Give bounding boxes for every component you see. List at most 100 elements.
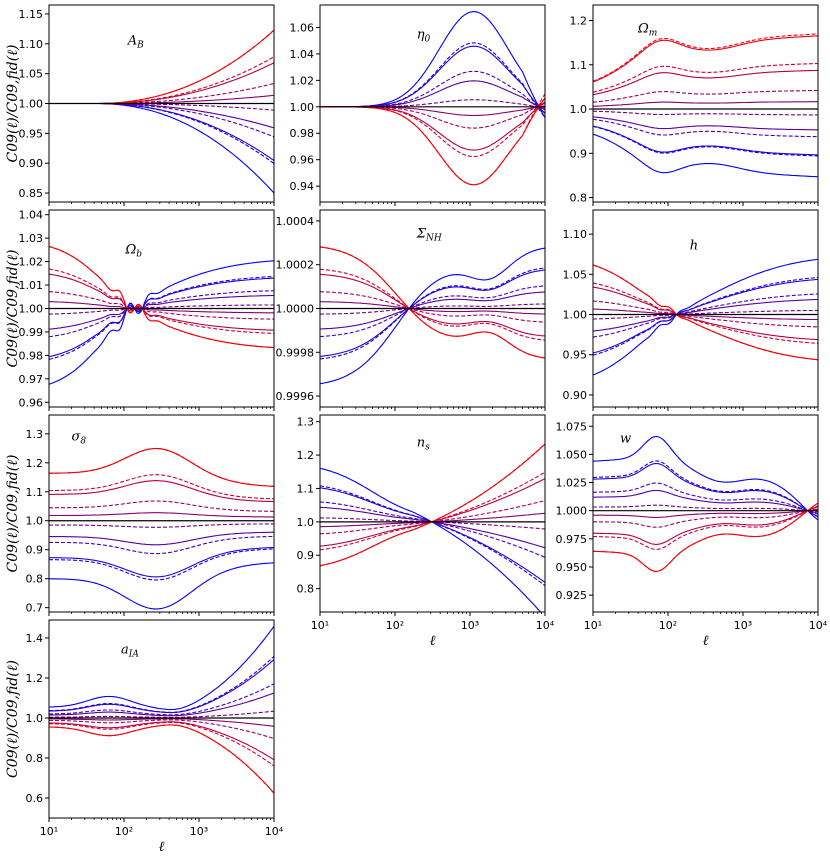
y-tick-label: 0.90 (563, 389, 588, 402)
y-tick-label: 1.1 (26, 486, 44, 499)
series-line (49, 548, 274, 581)
series-line (49, 29, 274, 105)
series-line (593, 101, 818, 107)
panel-lines (49, 245, 274, 385)
y-tick-label: 1.050 (556, 448, 588, 461)
y-tick-label: 1.0 (26, 712, 44, 725)
x-tick-label: 10¹ (584, 619, 602, 632)
panel-2: 0.94 0.96 0.98 1.00 1.02 1.04 1.06 η0 (290, 4, 546, 206)
y-tick-label: 1.2 (26, 457, 44, 470)
y-tick-label: 1.05 (563, 268, 588, 281)
series-line (593, 504, 818, 512)
panel-5: 0.9996 0.9998 1.0000 1.0002 1.0004 ΣNH (276, 209, 546, 411)
series-line (320, 285, 545, 338)
series-line (593, 125, 818, 156)
y-tick-label: 0.98 (290, 127, 315, 140)
panel-lines (49, 29, 274, 194)
y-tick-label: 0.8 (26, 752, 44, 765)
y-tick-label: 1.3 (297, 416, 315, 429)
x-tick-label: 10² (115, 825, 133, 838)
panel-lines (593, 435, 818, 573)
series-line (320, 246, 545, 359)
series-line (320, 291, 545, 323)
y-tick-label: 1.10 (563, 228, 588, 241)
y-tick-label: 1.10 (19, 38, 44, 51)
series-line (320, 101, 545, 151)
series-line (320, 80, 545, 111)
y-tick-label: 0.950 (556, 561, 588, 574)
y-tick-label: 1.06 (290, 21, 315, 34)
series-line (593, 300, 818, 328)
panel-frame (319, 4, 546, 203)
series-line (593, 278, 818, 354)
panel-lines (320, 246, 545, 385)
panel-frame (48, 619, 275, 819)
panel-frame (592, 4, 819, 203)
y-tick-label: 0.9 (26, 544, 44, 557)
y-tick-label: 1.04 (290, 48, 315, 61)
series-line (320, 45, 545, 114)
series-line (49, 710, 274, 718)
y-tick-label: 0.9 (570, 147, 588, 160)
y-tick-label: 1.0004 (276, 215, 315, 228)
panel-9: 0.925 0.950 0.975 1.000 1.025 1.050 1.075 10¹ 10… (556, 414, 828, 649)
series-line (593, 35, 818, 83)
series-line (49, 291, 274, 320)
series-line (593, 89, 818, 103)
y-tick-label: 0.96 (290, 154, 315, 167)
panel-frame (48, 414, 275, 613)
panel-lines (320, 11, 545, 186)
y-tick-label: 1.00 (19, 98, 44, 111)
y-tick-label: 0.85 (19, 187, 44, 200)
y-tick-label: 1.2 (26, 672, 44, 685)
series-line (593, 460, 818, 518)
y-tick-label: 1.2 (570, 14, 588, 27)
panel-lines (49, 447, 274, 610)
series-line (593, 508, 818, 528)
panel-title: h (690, 238, 698, 253)
series-line (49, 523, 274, 528)
series-line (320, 273, 545, 337)
panel-title: ns (417, 436, 430, 453)
series-line (49, 102, 274, 138)
series-line (49, 531, 274, 546)
series-line (320, 517, 545, 530)
y-axis-label: C09(ℓ)/C09,fid(ℓ) (5, 44, 21, 162)
series-line (49, 56, 274, 105)
series-line (320, 500, 545, 535)
series-line (49, 683, 274, 716)
series-line (49, 301, 274, 314)
y-tick-label: 1.00 (290, 101, 315, 114)
y-tick-label: 1.02 (290, 74, 315, 87)
series-line (320, 93, 545, 186)
series-line (320, 443, 545, 567)
y-tick-label: 1.00 (19, 303, 44, 316)
y-tick-label: 1.00 (563, 309, 588, 322)
y-tick-label: 0.95 (563, 349, 588, 362)
y-tick-label: 1.0 (570, 103, 588, 116)
y-tick-label: 0.94 (290, 180, 315, 193)
series-line (49, 102, 274, 194)
series-line (593, 435, 818, 521)
series-line (49, 294, 274, 330)
series-line (593, 264, 818, 361)
series-line (320, 506, 545, 549)
y-tick-label: 1.075 (556, 420, 588, 433)
series-line (49, 500, 274, 512)
x-tick-label: 10⁴ (536, 619, 555, 632)
series-line (593, 125, 818, 157)
x-axis-label: ℓ (703, 633, 709, 649)
series-line (320, 268, 545, 341)
series-line (49, 724, 274, 794)
series-line (320, 478, 545, 547)
series-line (593, 505, 818, 550)
y-tick-label: 1.4 (26, 632, 44, 645)
y-tick-label: 1.15 (19, 8, 44, 21)
panel-title: σ8 (72, 430, 87, 447)
y-tick-label: 0.95 (19, 127, 44, 140)
series-line (49, 512, 274, 518)
series-line (49, 480, 274, 503)
series-line (593, 482, 818, 515)
y-tick-label: 1.0 (26, 515, 44, 528)
